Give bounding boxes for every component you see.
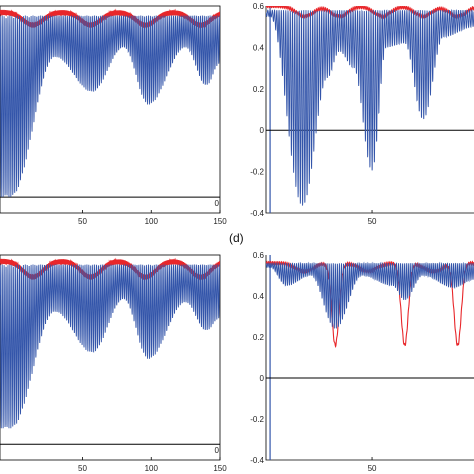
- x-tick-label: 150: [213, 217, 227, 226]
- y-tick-label: 0: [260, 126, 265, 135]
- panel-bottom-right: 50 0.6 0.4 0.2 0 -0.2 -0.4: [250, 251, 474, 473]
- x-tick-label: 50: [78, 217, 87, 226]
- x-tick-label: 50: [368, 464, 377, 473]
- y-tick-label: 0: [215, 446, 220, 455]
- y-tick-label: 0.2: [253, 333, 265, 342]
- y-tick-label: 0.6: [253, 251, 265, 260]
- y-tick-label: 0.4: [253, 43, 265, 52]
- plot-frame: [265, 6, 474, 214]
- y-tick-label: 0: [260, 374, 265, 383]
- y-tick-label: 0.2: [253, 85, 265, 94]
- y-tick-label: -0.4: [250, 456, 264, 465]
- series-oscillation-line: [266, 8, 474, 206]
- x-tick-label: 100: [145, 464, 159, 473]
- y-tick-label: 0.4: [253, 292, 265, 301]
- plot-frame: [0, 254, 221, 461]
- series-envelope-line: [266, 6, 474, 20]
- panel-top-left: 50 100 150 0: [0, 5, 227, 226]
- x-tick-label: 150: [213, 464, 227, 473]
- x-tick-label: 100: [145, 217, 159, 226]
- plot-frame: [265, 255, 474, 461]
- series-oscillation-line: [0, 15, 220, 197]
- series-oscillation-line: [266, 261, 474, 329]
- y-tick-label: -0.4: [250, 209, 264, 218]
- y-tick-label: 0.6: [253, 2, 265, 11]
- panel-label-d: (d): [229, 231, 244, 245]
- y-tick-label: -0.2: [250, 415, 264, 424]
- y-tick-label: -0.2: [250, 168, 264, 177]
- panel-bottom-left: 50 100 150 0: [0, 254, 227, 473]
- panel-top-right: 50 0.6 0.4 0.2 0 -0.2 -0.4: [250, 2, 474, 226]
- x-tick-label: 50: [78, 464, 87, 473]
- series-oscillation-line: [0, 264, 220, 429]
- plot-frame: [0, 5, 221, 214]
- x-tick-label: 50: [368, 217, 377, 226]
- y-tick-label: 0: [215, 199, 220, 208]
